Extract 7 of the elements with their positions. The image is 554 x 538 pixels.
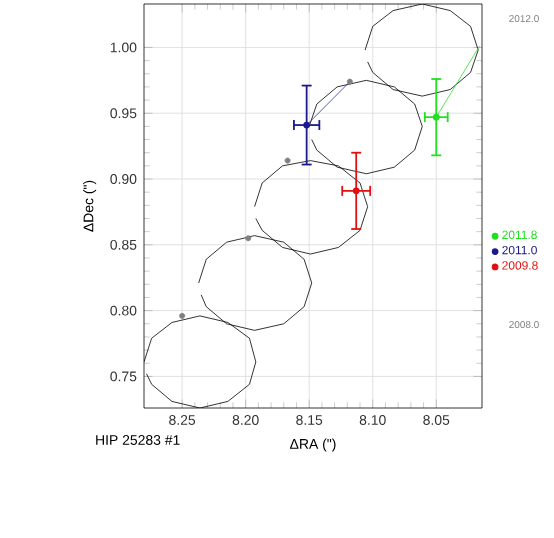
- point: [432, 113, 440, 121]
- point: [352, 187, 360, 195]
- point: [284, 157, 291, 164]
- point: [303, 121, 311, 129]
- point: [179, 312, 186, 319]
- point: [346, 78, 353, 85]
- point: [245, 235, 252, 242]
